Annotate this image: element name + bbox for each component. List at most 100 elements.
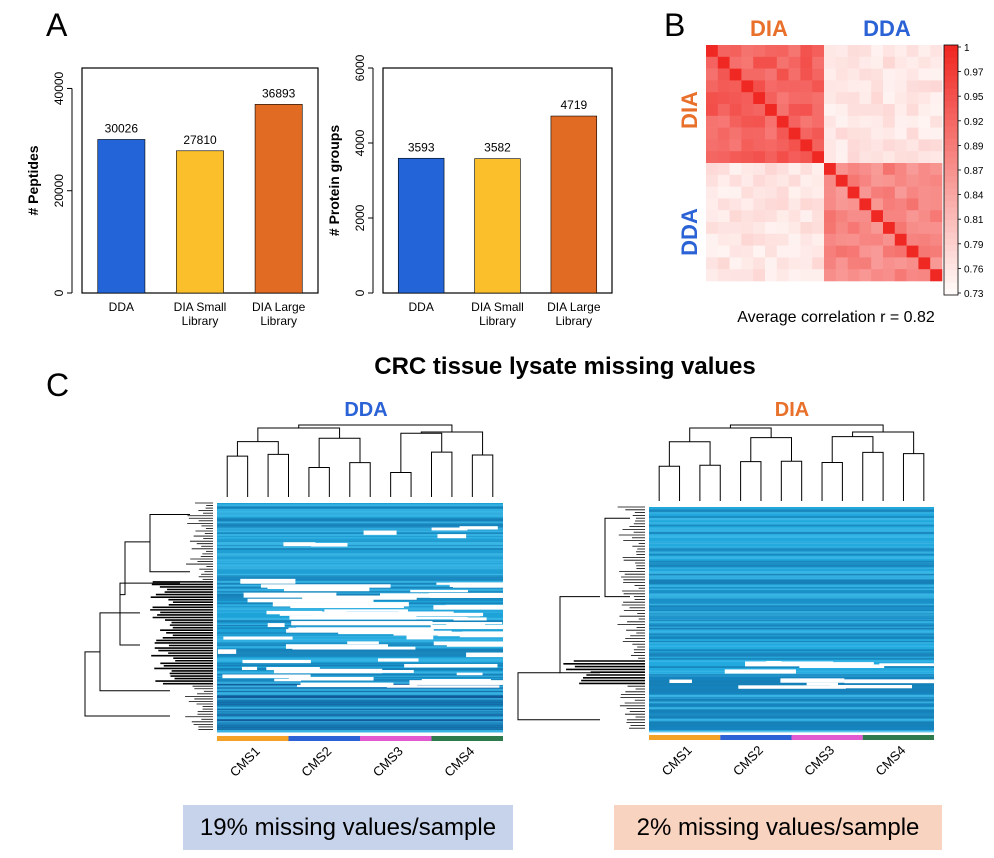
heatmap-cell: [765, 127, 778, 140]
heatmap-cell: [729, 174, 742, 187]
heatmap-cell: [859, 257, 872, 270]
heatmap-cell: [741, 151, 754, 164]
heatmap-cell: [859, 210, 872, 223]
heatmap-row: [649, 682, 934, 686]
heatmap-cell: [800, 104, 813, 117]
missing-value-segment: [283, 542, 316, 547]
heatmap-row: [217, 638, 503, 641]
heatmap-row: [649, 708, 934, 710]
heatmap-row: [217, 727, 503, 730]
heatmap-cell: [753, 269, 766, 282]
colorbar-swatch: [944, 182, 958, 190]
missing-value-segment: [240, 578, 296, 584]
heatmap-cell: [800, 186, 813, 199]
heatmap-cell: [871, 56, 884, 69]
heatmap-cell: [859, 56, 872, 69]
missing-value-segment: [406, 635, 434, 640]
heatmap-cell: [812, 151, 825, 164]
heatmap-cell: [788, 151, 801, 164]
heatmap-row: [649, 718, 934, 722]
dendrogram-branch: [658, 465, 681, 501]
heatmap-cell: [812, 163, 825, 176]
colorbar-swatch: [944, 270, 958, 277]
heatmap-cell: [765, 186, 778, 199]
heatmap-row: [649, 535, 934, 538]
heatmap-cell: [776, 269, 789, 282]
colorbar-swatch: [944, 207, 958, 215]
heatmap-cell: [835, 80, 848, 93]
heatmap-cell: [788, 257, 801, 270]
missing-value-segment: [437, 534, 467, 539]
heatmap-row: [649, 688, 934, 690]
heatmap-cell: [930, 198, 943, 211]
heatmap-row: [649, 605, 934, 607]
heatmap-row: [649, 516, 934, 518]
missing-value-segment: [324, 609, 408, 612]
heatmap-cell: [894, 233, 907, 246]
heatmap-row: [217, 512, 503, 516]
bar: [474, 158, 521, 294]
heatmap-cell: [800, 257, 813, 270]
heatmap-cell: [824, 186, 837, 199]
heatmap-row: [217, 702, 503, 704]
colorbar-swatch: [944, 132, 958, 140]
heatmap-cell: [717, 222, 730, 235]
heatmap-cell: [706, 151, 719, 164]
heatmap-cell: [765, 174, 778, 187]
heatmap-cell: [765, 56, 778, 69]
heatmap-cell: [717, 104, 730, 117]
heatmap-row: [217, 659, 503, 662]
heatmap-row: [649, 649, 934, 652]
heatmap-cell: [883, 257, 896, 270]
heatmap-cell: [835, 115, 848, 128]
heatmap-cell: [871, 210, 884, 223]
heatmap-cell: [894, 269, 907, 282]
heatmap-row: [217, 564, 503, 568]
heatmap-cell: [918, 222, 931, 235]
heatmap-cell: [812, 222, 825, 235]
missing-value-segment: [272, 602, 409, 607]
heatmap-cell: [765, 104, 778, 117]
heatmap-row: [217, 575, 503, 577]
heatmap-row: [217, 573, 503, 575]
heatmap-row: [649, 621, 934, 624]
missing-value-segment: [738, 685, 846, 689]
heatmap-cell: [883, 222, 896, 235]
missing-value-segment: [302, 595, 417, 600]
heatmap-cell: [717, 245, 730, 258]
missing-value-segment: [347, 641, 379, 645]
heatmap-cell: [835, 163, 848, 176]
missing-value-segment: [879, 663, 934, 667]
heatmap-cell: [930, 104, 943, 117]
heatmap-row: [217, 708, 503, 710]
heatmap-row: [649, 560, 934, 563]
heatmap-cell: [800, 68, 813, 81]
x-tick-label: DIA Small Library: [174, 300, 227, 328]
missing-value-segment: [363, 530, 397, 535]
heatmap-cell: [906, 233, 919, 246]
heatmap-cell: [765, 210, 778, 223]
heatmap-cell: [717, 151, 730, 164]
missing-value-segment: [285, 644, 388, 649]
heatmap-cell: [706, 45, 719, 58]
heatmap-row: [217, 704, 503, 707]
heatmap-cell: [824, 151, 837, 164]
heatmap-cell: [824, 115, 837, 128]
row-dendrogram-branch: [149, 513, 190, 573]
heatmap-cell: [753, 56, 766, 69]
heatmap-cell: [717, 56, 730, 69]
heatmap-cell: [741, 174, 754, 187]
bar-value-label: 30026: [105, 121, 139, 135]
heatmap-row: [649, 613, 934, 615]
heatmap-cell: [883, 80, 896, 93]
heatmap-cell: [871, 233, 884, 246]
missing-value-segment: [247, 598, 374, 603]
colorbar-swatch: [944, 57, 958, 65]
heatmap-cell: [835, 174, 848, 187]
heatmap-cell: [859, 198, 872, 211]
row-dendrogram-branch: [119, 582, 180, 646]
colorbar-swatch: [944, 220, 958, 227]
heatmap-cell: [788, 139, 801, 152]
heatmap-cell: [753, 210, 766, 223]
